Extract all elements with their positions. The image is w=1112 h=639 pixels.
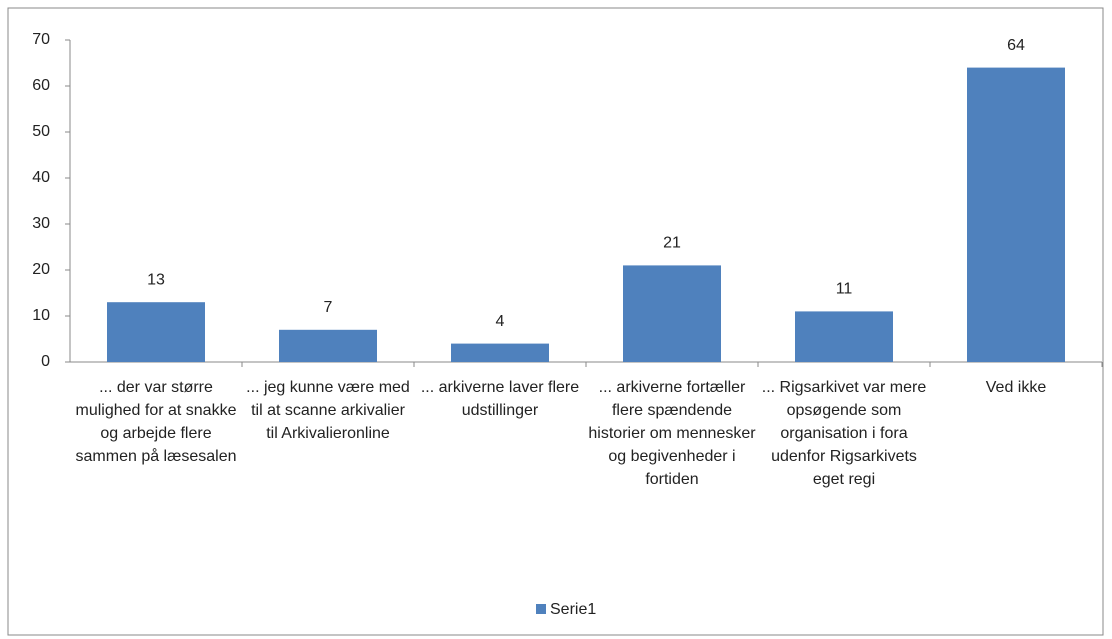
x-tick-label-box: ... Rigsarkivet var mere opsøgende som o… — [761, 379, 927, 488]
x-tick-label: Ved ikke — [985, 379, 1047, 396]
x-tick-label: ... der var større mulighed for at snakk… — [75, 379, 237, 465]
y-tick-label: 40 — [32, 169, 50, 186]
y-tick-label: 60 — [32, 77, 50, 94]
x-tick-label: ... jeg kunne være med til at scanne ark… — [246, 379, 410, 442]
data-label: 7 — [324, 299, 333, 316]
bar — [279, 329, 377, 362]
y-tick-label: 30 — [32, 215, 50, 232]
y-tick-label: 0 — [41, 353, 50, 370]
x-tick-label-box: ... arkiverne fortæller flere spændende … — [588, 379, 756, 488]
x-tick-label: ... arkiverne laver flere udstillinger — [420, 379, 580, 419]
y-tick-label: 50 — [32, 123, 50, 140]
x-tick-label-box: Ved ikke — [985, 379, 1047, 396]
x-tick-label-box: ... arkiverne laver flere udstillinger — [420, 379, 580, 419]
bar — [451, 343, 549, 362]
bar — [795, 311, 893, 362]
bar — [967, 67, 1065, 362]
data-label: 21 — [663, 235, 681, 252]
bar — [107, 302, 205, 362]
x-tick-label: ... Rigsarkivet var mere opsøgende som o… — [761, 379, 927, 488]
x-tick-label-box: ... der var større mulighed for at snakk… — [75, 379, 237, 465]
data-label: 4 — [496, 313, 505, 330]
y-tick-label: 10 — [32, 307, 50, 324]
legend-swatch — [536, 604, 546, 614]
data-label: 64 — [1007, 37, 1025, 54]
data-label: 11 — [836, 281, 853, 298]
y-tick-label: 20 — [32, 261, 50, 278]
y-tick-label: 70 — [32, 31, 50, 48]
x-tick-label: ... arkiverne fortæller flere spændende … — [588, 379, 756, 488]
data-label: 13 — [147, 271, 165, 288]
bar — [623, 265, 721, 362]
x-tick-label-box: ... jeg kunne være med til at scanne ark… — [246, 379, 410, 442]
legend-label: Serie1 — [550, 601, 596, 618]
